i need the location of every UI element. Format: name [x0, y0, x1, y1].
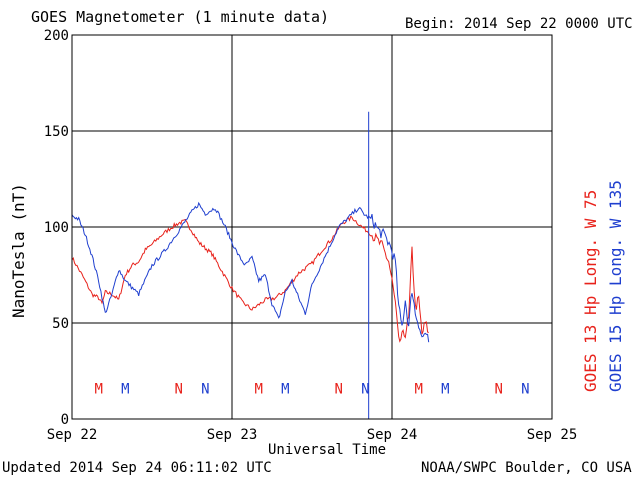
noon-marker: N — [361, 381, 369, 397]
y-tick-label: 150 — [44, 124, 69, 140]
x-axis-label: Universal Time — [268, 442, 387, 458]
midnight-marker: M — [254, 381, 262, 397]
y-tick-label: 50 — [52, 316, 69, 332]
series-goes15-line — [71, 201, 430, 343]
x-tick-label: Sep 23 — [207, 427, 258, 443]
source-credit: NOAA/SWPC Boulder, CO USA — [421, 460, 632, 476]
noon-marker: N — [174, 381, 182, 397]
begin-time: Begin: 2014 Sep 22 0000 UTC — [405, 16, 633, 32]
chart-title: GOES Magnetometer (1 minute data) — [31, 8, 330, 26]
midnight-marker: M — [414, 381, 422, 397]
y-tick-label: 100 — [44, 220, 69, 236]
noon-marker: N — [334, 381, 342, 397]
y-tick-label: 0 — [61, 412, 69, 428]
noon-marker: N — [521, 381, 529, 397]
midnight-marker: M — [121, 381, 129, 397]
midnight-marker: M — [94, 381, 102, 397]
x-tick-label: Sep 25 — [527, 427, 578, 443]
midnight-marker: M — [441, 381, 449, 397]
noon-marker: N — [494, 381, 502, 397]
x-tick-label: Sep 24 — [367, 427, 418, 443]
midnight-marker: M — [281, 381, 289, 397]
series-goes13-line — [71, 215, 429, 343]
y-tick-label: 200 — [44, 28, 69, 44]
updated-timestamp: Updated 2014 Sep 24 06:11:02 UTC — [2, 460, 272, 476]
noon-marker: N — [201, 381, 209, 397]
x-tick-label: Sep 22 — [47, 427, 98, 443]
plot-frame — [71, 34, 553, 420]
